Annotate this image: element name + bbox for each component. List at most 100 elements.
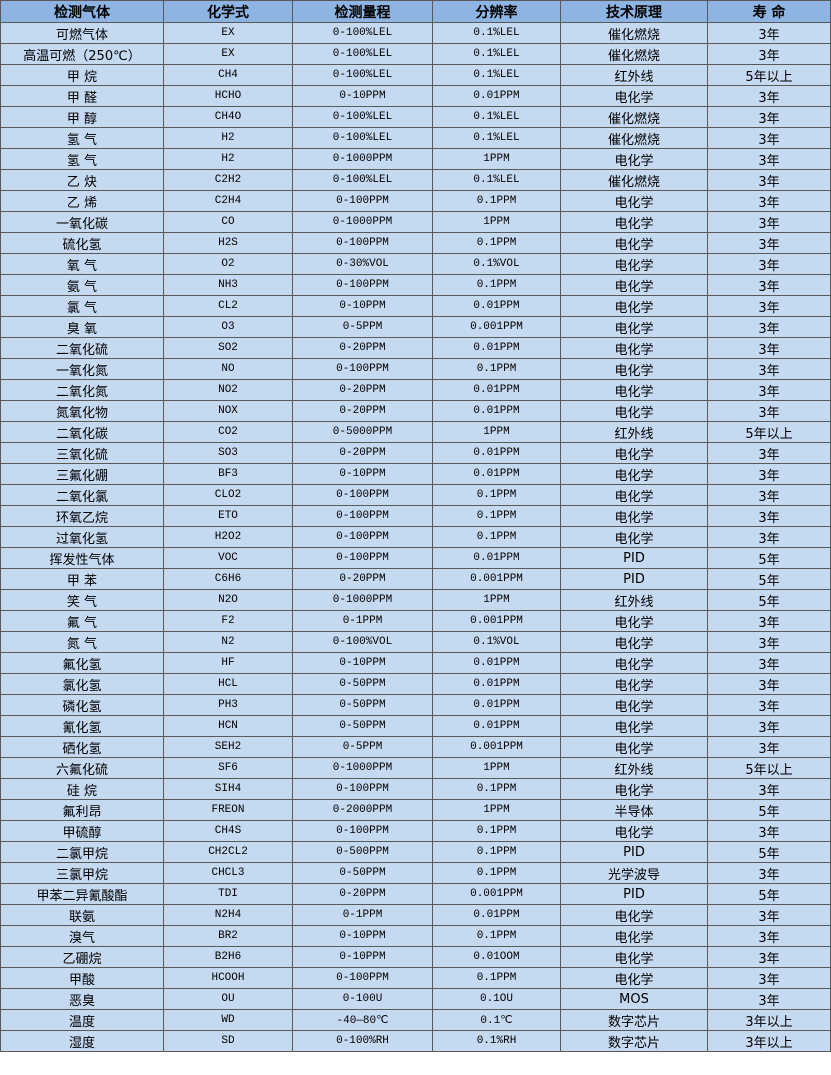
cell-gas: 三氧化硫: [0, 442, 164, 464]
cell-range: 0-1000PPM: [292, 211, 433, 233]
header-lifespan: 寿 命: [707, 0, 831, 23]
cell-gas: 恶臭: [0, 988, 164, 1010]
cell-gas: 氯 气: [0, 295, 164, 317]
cell-resolution: 0.1OU: [432, 988, 561, 1010]
cell-resolution: 0.1℃: [432, 1009, 561, 1031]
cell-principle: 电化学: [560, 484, 708, 506]
cell-resolution: 1PPM: [432, 589, 561, 611]
table-row: 氯化氢 HCL 0-50PPM 0.01PPM 电化学 3年: [0, 673, 831, 695]
cell-principle: 红外线: [560, 64, 708, 86]
cell-resolution: 0.1%LEL: [432, 43, 561, 65]
cell-formula: NO: [163, 358, 293, 380]
cell-resolution: 0.1PPM: [432, 358, 561, 380]
cell-gas: 氮 气: [0, 631, 164, 653]
cell-principle: 电化学: [560, 358, 708, 380]
cell-range: 0-20PPM: [292, 568, 433, 590]
cell-principle: 红外线: [560, 757, 708, 779]
cell-lifespan: 3年: [707, 400, 831, 422]
cell-resolution: 1PPM: [432, 799, 561, 821]
cell-principle: 电化学: [560, 610, 708, 632]
table-row: 甲 醇 CH4O 0-100%LEL 0.1%LEL 催化燃烧 3年: [0, 106, 831, 128]
cell-principle: 电化学: [560, 316, 708, 338]
cell-resolution: 0.1PPM: [432, 778, 561, 800]
cell-lifespan: 3年: [707, 463, 831, 485]
cell-principle: 电化学: [560, 85, 708, 107]
cell-lifespan: 5年: [707, 799, 831, 821]
cell-lifespan: 3年: [707, 232, 831, 254]
cell-lifespan: 3年: [707, 778, 831, 800]
cell-gas: 高温可燃（250℃）: [0, 43, 164, 65]
cell-range: 0-20PPM: [292, 400, 433, 422]
cell-lifespan: 3年: [707, 127, 831, 149]
cell-range: 0-100PPM: [292, 232, 433, 254]
table-row: 乙硼烷 B2H6 0-10PPM 0.01OOM 电化学 3年: [0, 946, 831, 968]
cell-formula: BF3: [163, 463, 293, 485]
cell-formula: HCHO: [163, 85, 293, 107]
cell-principle: 光学波导: [560, 862, 708, 884]
table-row: 乙 烯 C2H4 0-100PPM 0.1PPM 电化学 3年: [0, 190, 831, 212]
cell-formula: SO2: [163, 337, 293, 359]
cell-formula: H2S: [163, 232, 293, 254]
cell-gas: 挥发性气体: [0, 547, 164, 569]
cell-resolution: 0.01PPM: [432, 85, 561, 107]
cell-gas: 甲酸: [0, 967, 164, 989]
cell-range: 0-100%LEL: [292, 106, 433, 128]
table-row: 三氟化硼 BF3 0-10PPM 0.01PPM 电化学 3年: [0, 463, 831, 485]
cell-formula: H2O2: [163, 526, 293, 548]
cell-gas: 氯化氢: [0, 673, 164, 695]
cell-principle: 电化学: [560, 295, 708, 317]
cell-gas: 氰化氢: [0, 715, 164, 737]
cell-formula: VOC: [163, 547, 293, 569]
table-row: 一氧化碳 CO 0-1000PPM 1PPM 电化学 3年: [0, 211, 831, 233]
cell-resolution: 0.1%VOL: [432, 631, 561, 653]
cell-principle: 电化学: [560, 946, 708, 968]
cell-lifespan: 5年: [707, 547, 831, 569]
cell-formula: NO2: [163, 379, 293, 401]
cell-lifespan: 5年: [707, 883, 831, 905]
cell-resolution: 0.1PPM: [432, 484, 561, 506]
cell-range: 0-100%LEL: [292, 64, 433, 86]
table-header-row: 检测气体 化学式 检测量程 分辨率 技术原理 寿 命: [0, 0, 831, 23]
cell-formula: CO: [163, 211, 293, 233]
cell-formula: CH4S: [163, 820, 293, 842]
cell-gas: 溴气: [0, 925, 164, 947]
cell-range: 0-500PPM: [292, 841, 433, 863]
cell-lifespan: 3年: [707, 169, 831, 191]
table-row: 臭 氧 O3 0-5PPM 0.001PPM 电化学 3年: [0, 316, 831, 338]
cell-formula: EX: [163, 43, 293, 65]
cell-formula: C2H2: [163, 169, 293, 191]
table-row: 甲酸 HCOOH 0-100PPM 0.1PPM 电化学 3年: [0, 967, 831, 989]
cell-range: 0-100PPM: [292, 820, 433, 842]
cell-principle: 电化学: [560, 967, 708, 989]
cell-resolution: 0.1%LEL: [432, 64, 561, 86]
cell-gas: 过氧化氢: [0, 526, 164, 548]
cell-gas: 甲 醇: [0, 106, 164, 128]
cell-range: 0-20PPM: [292, 379, 433, 401]
cell-principle: 电化学: [560, 904, 708, 926]
cell-formula: CO2: [163, 421, 293, 443]
cell-gas: 甲 苯: [0, 568, 164, 590]
cell-resolution: 0.001PPM: [432, 883, 561, 905]
cell-formula: B2H6: [163, 946, 293, 968]
cell-principle: 电化学: [560, 820, 708, 842]
table-row: 磷化氢 PH3 0-50PPM 0.01PPM 电化学 3年: [0, 694, 831, 716]
cell-range: 0-20PPM: [292, 883, 433, 905]
cell-resolution: 0.01PPM: [432, 379, 561, 401]
cell-gas: 氟化氢: [0, 652, 164, 674]
cell-resolution: 0.01PPM: [432, 673, 561, 695]
cell-formula: SD: [163, 1030, 293, 1052]
cell-principle: 电化学: [560, 190, 708, 212]
table-row: 甲 烷 CH4 0-100%LEL 0.1%LEL 红外线 5年以上: [0, 64, 831, 86]
table-row: 甲苯二异氰酸酯 TDI 0-20PPM 0.001PPM PID 5年: [0, 883, 831, 905]
cell-formula: FREON: [163, 799, 293, 821]
cell-resolution: 0.001PPM: [432, 568, 561, 590]
cell-formula: C2H4: [163, 190, 293, 212]
cell-gas: 一氧化氮: [0, 358, 164, 380]
table-row: 甲硫醇 CH4S 0-100PPM 0.1PPM 电化学 3年: [0, 820, 831, 842]
cell-principle: 红外线: [560, 421, 708, 443]
cell-lifespan: 5年以上: [707, 64, 831, 86]
cell-formula: C6H6: [163, 568, 293, 590]
cell-principle: 电化学: [560, 925, 708, 947]
header-gas: 检测气体: [0, 0, 164, 23]
cell-formula: WD: [163, 1009, 293, 1031]
